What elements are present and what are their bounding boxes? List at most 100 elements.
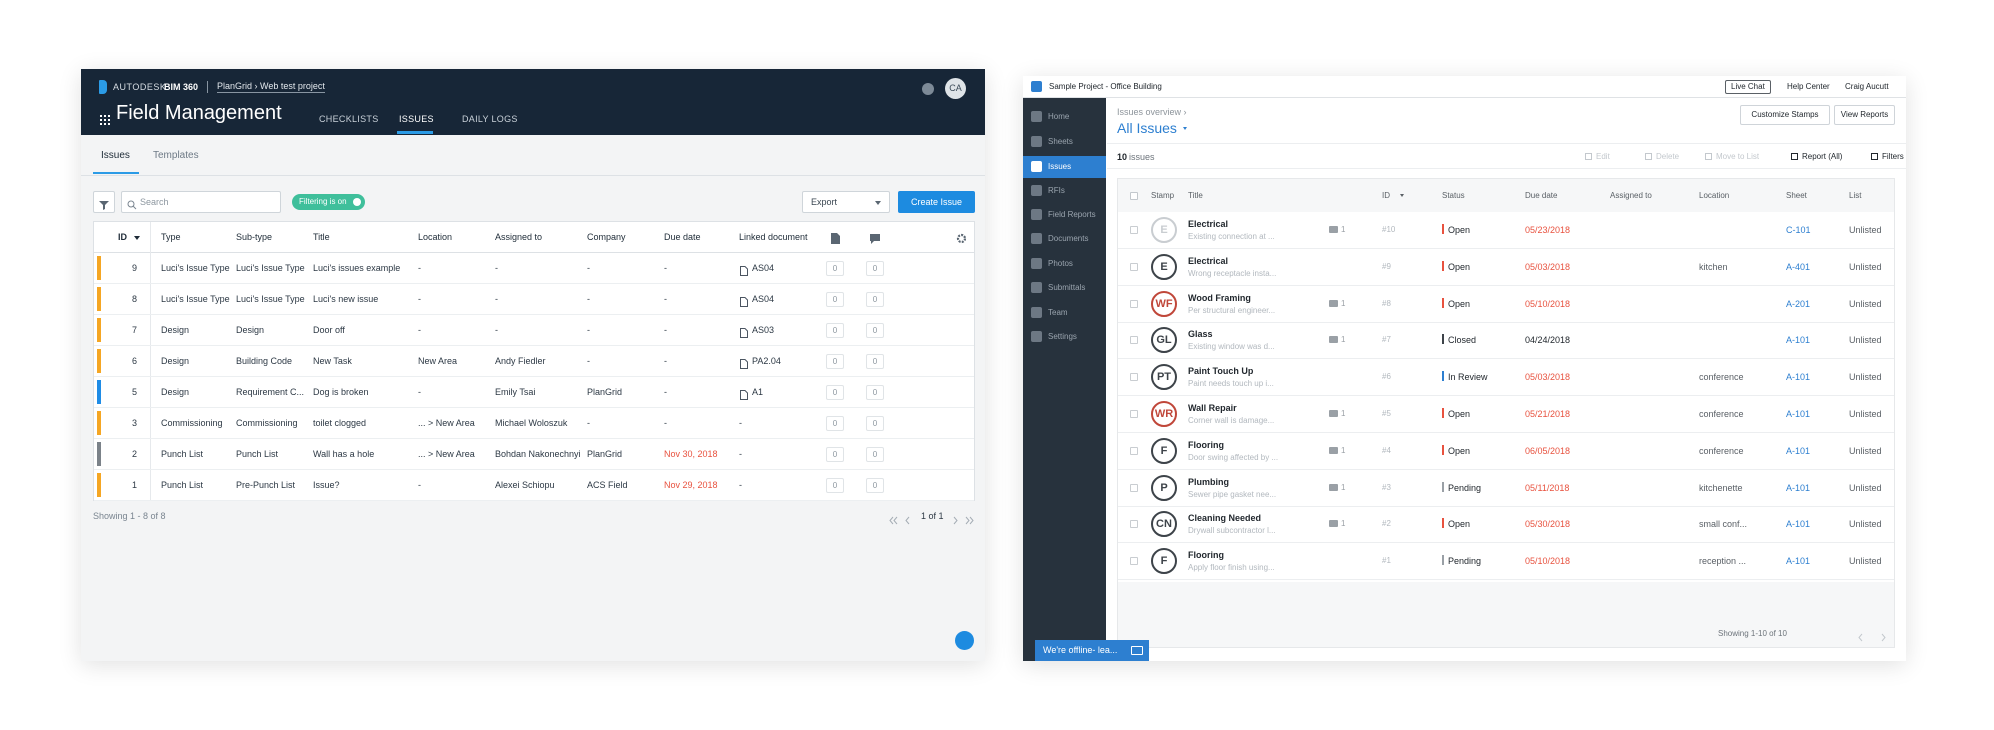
tab[interactable]: Templates <box>153 150 199 161</box>
sidebar-item[interactable]: Settings <box>1023 326 1106 348</box>
toolbar-action[interactable]: Move to List <box>1716 152 1760 161</box>
nav-tab[interactable]: DAILY LOGS <box>462 114 518 124</box>
comments-count: 0 <box>866 385 884 400</box>
filter-badge[interactable]: Filtering is on <box>292 194 365 210</box>
sheet-link[interactable]: A-101 <box>1786 482 1811 493</box>
sheet-link[interactable]: A-101 <box>1786 556 1811 567</box>
column-header[interactable]: Assigned to <box>495 232 543 242</box>
column-header[interactable]: Sub-type <box>236 232 273 242</box>
list: Unlisted <box>1849 519 1882 530</box>
sheet-link[interactable]: A-101 <box>1786 335 1811 346</box>
table-row[interactable]: 9 Luci's Issue Type Luci's Issue Type Luci'… <box>94 253 974 284</box>
column-header[interactable]: Company <box>587 232 626 242</box>
cell-id: 2 <box>132 449 138 459</box>
help-fab[interactable] <box>955 631 974 650</box>
live-chat[interactable]: Live Chat <box>1725 80 1771 94</box>
sheet-link[interactable]: A-401 <box>1786 261 1811 272</box>
issues-card: Stamp Title ID Status Due date Assigned to Loc… <box>1117 178 1895 648</box>
table-row[interactable]: 2 Punch List Punch List Wall has a hole ... … <box>94 439 974 470</box>
issue-row[interactable]: CN Cleaning Needed Drywall subcontractor l… <box>1118 506 1894 544</box>
cell-subtype: Pre-Punch List <box>236 480 296 490</box>
column-header[interactable]: Linked document <box>739 232 808 242</box>
sidebar-item[interactable]: Team <box>1023 302 1106 324</box>
sidebar-item[interactable]: Field Reports <box>1023 204 1106 226</box>
apps-icon <box>100 112 110 125</box>
cell-linked: PA2.04 <box>752 356 781 366</box>
issue-row[interactable]: P Plumbing Sewer pipe gasket nee... 1 #3 Pend… <box>1118 470 1894 507</box>
column-header[interactable]: Stamp <box>1151 191 1175 200</box>
issue-row[interactable]: E Electrical Wrong receptacle insta... #9 Op… <box>1118 249 1894 286</box>
comments-count: 0 <box>866 447 884 462</box>
header-button[interactable]: Customize Stamps <box>1740 105 1830 125</box>
search-box[interactable]: Search <box>121 191 281 213</box>
top-bar: Sample Project - Office Building Live Cha… <box>1023 76 1906 98</box>
sheet-link[interactable]: A-101 <box>1786 519 1811 530</box>
column-header[interactable]: ID <box>118 232 127 242</box>
breadcrumb[interactable]: Issues overview › <box>1117 107 1187 117</box>
status-bar <box>97 349 101 373</box>
project-breadcrumb[interactable]: PlanGrid › Web test project <box>217 81 325 93</box>
help-center[interactable]: Help Center <box>1787 82 1830 91</box>
table-row[interactable]: 6 Design Building Code New Task New Area Andy… <box>94 346 974 377</box>
sidebar-label: Settings <box>1048 332 1077 341</box>
column-header[interactable]: Title <box>313 232 330 242</box>
issue-row[interactable]: WR Wall Repair Corner wall is damage... 1 #5… <box>1118 396 1894 433</box>
issue-desc: Door swing affected by ... <box>1188 452 1279 462</box>
status-bar <box>97 287 101 311</box>
issue-row[interactable]: E Electrical Existing connection at ... 1 #1… <box>1118 212 1894 249</box>
comments-count: 0 <box>866 292 884 307</box>
toolbar-action[interactable]: Delete <box>1656 152 1680 161</box>
column-header[interactable]: ID <box>1382 191 1390 200</box>
sidebar-item[interactable]: Issues <box>1023 156 1106 178</box>
sidebar-item[interactable]: RFIs <box>1023 180 1106 202</box>
table-row[interactable]: 5 Design Requirement C... Dog is broken - Emi… <box>94 377 974 408</box>
sidebar-item[interactable]: Home <box>1023 106 1106 128</box>
sidebar-item[interactable]: Submittals <box>1023 277 1106 299</box>
sheet-link[interactable]: A-101 <box>1786 409 1811 419</box>
issue-row[interactable]: F Flooring Door swing affected by ... 1 #4 Op… <box>1118 433 1894 470</box>
user-menu[interactable]: Craig Aucutt <box>1845 82 1889 91</box>
page-title[interactable]: All Issues <box>1117 120 1177 136</box>
column-header[interactable]: Due date <box>1525 191 1558 200</box>
toolbar-action[interactable]: Filters <box>1882 152 1904 161</box>
help-icon[interactable] <box>922 83 934 95</box>
column-header[interactable]: Assigned to <box>1610 191 1652 200</box>
nav-tab[interactable]: CHECKLISTS <box>319 114 379 124</box>
header-button[interactable]: View Reports <box>1834 105 1895 125</box>
filter-button[interactable] <box>93 191 115 213</box>
sidebar-item[interactable]: Documents <box>1023 228 1106 250</box>
toolbar-action[interactable]: Edit <box>1596 152 1610 161</box>
column-header[interactable]: Location <box>1699 191 1730 200</box>
table-row[interactable]: 1 Punch List Pre-Punch List Issue? - Alexei S… <box>94 470 974 501</box>
sidebar-icon <box>1031 209 1042 220</box>
table-row[interactable]: 3 Commissioning Commissioning toilet clogge… <box>94 408 974 439</box>
table-row[interactable]: 7 Design Design Door off - - - - AS03 0 0 <box>94 315 974 346</box>
column-header[interactable]: Location <box>418 232 453 242</box>
create-issue-button[interactable]: Create Issue <box>898 191 975 213</box>
offline-banner[interactable]: We're offline- lea... <box>1035 640 1149 661</box>
issue-row[interactable]: WF Wood Framing Per structural engineer...… <box>1118 286 1894 323</box>
nav-tab[interactable]: ISSUES <box>399 114 434 124</box>
issue-row[interactable]: PT Paint Touch Up Paint needs touch up i..… <box>1118 359 1894 397</box>
issue-row[interactable]: F Flooring Apply floor finish using... #1 Pe… <box>1118 543 1894 581</box>
status-bar <box>1442 444 1444 455</box>
avatar[interactable]: CA <box>945 78 966 99</box>
sidebar-item[interactable]: Sheets <box>1023 131 1106 153</box>
export-select[interactable]: Export <box>802 191 890 213</box>
issue-row[interactable]: GL Glass Existing window was d... 1 #7 Closed… <box>1118 322 1894 360</box>
column-header[interactable]: Status <box>1442 191 1465 200</box>
column-header[interactable]: List <box>1849 191 1862 200</box>
tab[interactable]: Issues <box>101 150 130 161</box>
column-header[interactable]: Title <box>1188 191 1203 200</box>
sheet-link[interactable]: A-101 <box>1786 445 1811 456</box>
sheet-link[interactable]: C-101 <box>1786 225 1811 235</box>
sheet-link[interactable]: A-201 <box>1786 298 1811 309</box>
sidebar-item[interactable]: Photos <box>1023 253 1106 275</box>
column-header[interactable]: Type <box>161 232 181 242</box>
table-row[interactable]: 8 Luci's Issue Type Luci's Issue Type Luci'… <box>94 284 974 315</box>
column-header[interactable]: Sheet <box>1786 191 1807 200</box>
column-header[interactable]: Due date <box>664 232 701 242</box>
toolbar-action[interactable]: Report (All) <box>1802 152 1843 161</box>
sheet-link[interactable]: A-101 <box>1786 372 1811 383</box>
project-name[interactable]: Sample Project - Office Building <box>1049 82 1162 91</box>
